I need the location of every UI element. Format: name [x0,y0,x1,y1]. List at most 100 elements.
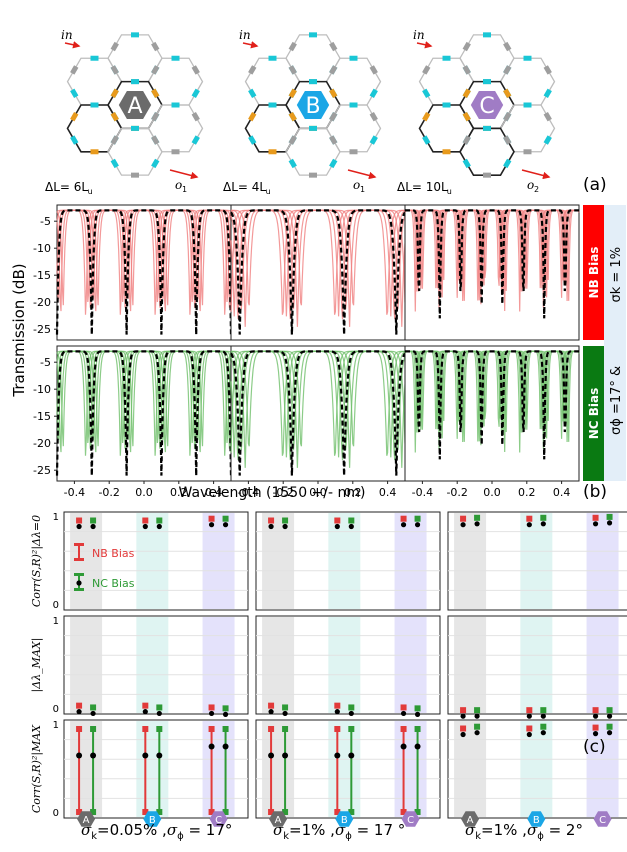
row-ylabel-2: Corr(S,R)²|MAX [30,724,44,813]
errorbar-cap-nb [526,725,533,732]
legend-nc-cap [74,588,84,591]
coupler-marker [369,88,378,99]
category-badge [527,811,546,827]
coupler-marker [543,88,552,99]
output-arrow [169,169,199,180]
mean-curve [55,350,233,476]
spectrum-panel-r0-c0: -5 -10 -15 -20 -25 [33,204,233,341]
errorbar-cap-nb [526,707,533,714]
errorbar-cap-nc [156,517,163,524]
plot-frame [56,345,232,482]
errorbar-cap-nb [268,517,275,524]
delta-length-sub: u [88,187,93,196]
category-badge-letter: C [215,815,222,826]
errorbar-cap-nb [400,515,407,522]
coupler-marker [543,135,552,145]
errorbar-cap-nc [414,809,421,815]
mean-point-nb [208,522,215,528]
row-label-1: NC Bias [583,346,605,481]
mean-point-nb [268,709,274,715]
category-band [328,513,361,609]
mean-point-nc [540,713,546,719]
y-tick-label: 0 [53,600,59,611]
errorbar-cap-nb [268,726,275,732]
category-band [262,513,295,609]
phase-shifter-marker [110,111,119,122]
hex-cell [499,57,556,106]
errorbar-cap-nc [474,707,481,714]
errorbar-cap-nc [156,704,163,711]
summary-panel-r1-c1 [255,615,441,717]
legend-nc-cap [74,573,84,576]
y-tick-label: -25 [33,323,51,336]
phase-shifter-marker [543,111,552,122]
phase-shifter-marker [288,88,297,99]
errorbar-cap-nb [208,809,215,815]
summary-panel-r0-c2 [447,511,627,611]
spectrum-panel-r0-c1 [230,204,406,341]
mean-point-nc [474,521,480,527]
legend-nc-point [76,580,82,586]
category-band [520,721,553,817]
legend: NB Bias NC Bias [74,543,135,591]
delta-length: ΔL= 10L [397,180,448,194]
phase-shifter-marker [70,65,79,75]
phase-shifter-marker [191,65,200,75]
errorbar-cap-nc [282,517,289,524]
mean-point-nb [526,731,532,738]
row-label-bar [583,205,605,340]
coupler-marker [422,88,431,99]
phase-shifter-marker [288,111,297,122]
y-tick-label: -20 [33,437,51,450]
y-tick-label: -5 [40,356,51,369]
mean-point-nc [156,710,162,717]
mean-point-nb [460,522,466,528]
coupler-marker [70,88,79,99]
column-title-2: σk=1% ,σϕ = 2° [465,821,583,842]
legend-nb-cap [74,558,84,561]
output-label: o [175,178,182,192]
mean-point-nb [526,522,532,528]
category-badge [77,811,96,827]
category-band [136,617,169,713]
category-band [328,721,361,817]
panel-b-label: (b) [583,482,607,502]
phase-shifter-marker [462,135,471,145]
phase-shifter-marker [543,65,552,75]
network-B: Bin o 1 ΔL= 4L u [223,28,382,196]
category-badge [593,811,612,827]
category-band [202,721,235,817]
phase-shifter-marker [309,172,317,178]
mean-point-nb [76,752,83,759]
mean-point-nc [90,710,96,717]
phase-shifter-marker [462,111,471,122]
hex-cell [325,104,382,153]
category-badge [209,811,228,827]
phase-shifter-marker [90,149,99,155]
errorbar-cap-nb [268,702,275,709]
errorbar-cap-nb [334,726,341,732]
coupler-marker [191,135,200,145]
phase-shifter-marker [151,135,160,145]
output-label-sub: 2 [534,185,539,194]
category-band [454,617,487,713]
errorbar-cap-nb [400,704,407,711]
x-tick-label: 0.2 [518,486,536,499]
delta-length-sub: u [447,187,452,196]
category-band [202,513,235,609]
mean-point-nc [414,711,421,717]
y-tick-label: 1 [53,720,59,731]
coupler-marker [90,55,99,61]
errorbar-cap-nc [414,705,421,712]
y-tick-label: 0 [53,704,59,715]
x-tick-label: -0.2 [98,486,119,499]
coupler-marker [268,55,277,61]
phase-shifter-marker [369,111,378,122]
spectrum-panel-r1-c2: -0.4 -0.2 0.0 0.2 0.4 [404,345,580,499]
mean-point-nb [400,710,407,717]
errorbar-cap-nb [592,724,599,731]
x-tick-label: 0.0 [309,486,327,499]
phase-shifter-marker [191,111,200,122]
y-tick-label: -25 [33,464,51,477]
